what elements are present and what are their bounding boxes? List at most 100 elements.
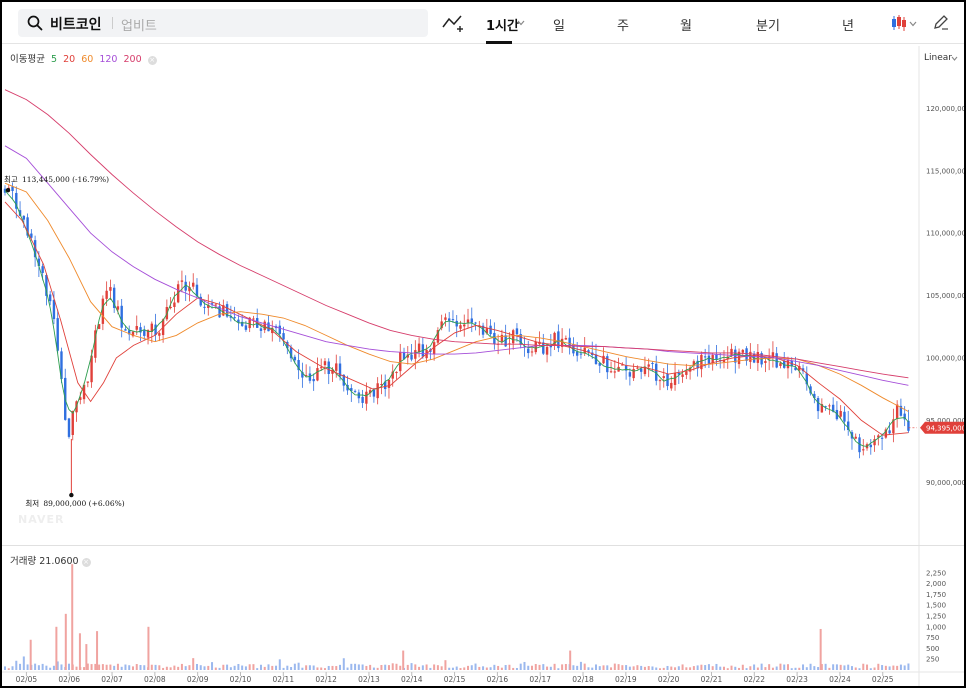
volume-bar (572, 665, 575, 670)
candle-body (831, 404, 835, 412)
candle-body (783, 360, 786, 368)
scale-mode-selector[interactable]: Linear (924, 53, 952, 63)
candle-body (692, 361, 696, 366)
volume-tick-label: 500 (926, 645, 939, 653)
tab-day[interactable]: 일 (553, 19, 565, 34)
candle-body (158, 333, 161, 336)
candle-body (560, 338, 564, 347)
candle-body (116, 306, 120, 310)
volume-bar (256, 668, 259, 670)
date-tick-label: 02/25 (872, 675, 894, 684)
candle-body (813, 393, 816, 398)
volume-bar (809, 663, 812, 670)
date-tick-label: 02/07 (101, 675, 123, 684)
date-axis: 02/05 02/06 02/07 02/08 02/09 02/10 02/11 02/12… (16, 672, 894, 684)
indicator-add-icon[interactable] (442, 13, 464, 33)
ma-legend-200: 200 (123, 54, 142, 65)
candle-body (90, 355, 93, 383)
price-tick-label: 95,000,000 (926, 417, 964, 425)
volume-bar (730, 665, 733, 670)
volume-bar (331, 665, 334, 670)
candle-body (112, 287, 116, 308)
volume-bar (271, 665, 274, 670)
volume-bar (640, 665, 643, 670)
candle-body (387, 379, 391, 388)
moving-average-ma200 (4, 89, 909, 379)
volume-bar (587, 667, 590, 670)
volume-bar (67, 663, 70, 670)
candlestick-icon[interactable] (890, 14, 908, 32)
volume-bar (790, 668, 793, 670)
candle-body (150, 323, 154, 332)
date-tick-label: 02/13 (358, 675, 380, 684)
volume-bar (218, 667, 221, 670)
volume-bar (519, 663, 522, 670)
candle-body (568, 337, 571, 347)
candle-body (26, 217, 29, 236)
volume-bar (643, 666, 646, 670)
volume-bar (131, 666, 134, 670)
pane-divider[interactable] (2, 545, 964, 546)
tab-year[interactable]: 년 (842, 19, 854, 34)
volume-tick-label: 2,000 (926, 580, 946, 588)
candle-body (146, 330, 150, 338)
pencil-icon[interactable] (933, 14, 949, 30)
volume-bar (854, 667, 857, 670)
volume-bar (722, 666, 725, 670)
volume-bar (293, 663, 296, 670)
moving-average-legend[interactable]: 이동평균 5 20 60 120 200 × (10, 51, 160, 65)
volume-bar (135, 664, 138, 670)
symbol-search-box[interactable]: 비트코인 업비트 (18, 9, 428, 37)
volume-bar (19, 663, 22, 670)
tab-quarter[interactable]: 분기 (756, 19, 780, 34)
volume-bar (508, 664, 511, 670)
candle-body (530, 351, 534, 353)
annotation-label: 최저 (25, 498, 39, 508)
ma-legend-60: 60 (81, 54, 94, 65)
volume-bar (764, 667, 767, 670)
candle-body (598, 362, 601, 366)
candle-body (320, 367, 323, 369)
ma-legend-title: 이동평균 (10, 54, 45, 65)
volume-bar (406, 664, 409, 670)
candle-body (361, 396, 364, 403)
volume-bar (463, 667, 466, 670)
volume-legend[interactable]: 거래량 21.0600 × (10, 553, 91, 567)
volume-bar (83, 667, 86, 670)
close-icon[interactable]: × (81, 558, 91, 567)
volume-bar (376, 667, 379, 670)
volume-bar (26, 664, 29, 670)
tab-week[interactable]: 주 (617, 19, 629, 34)
volume-bar (546, 666, 549, 670)
candle-body (210, 303, 214, 305)
date-tick-label: 02/10 (230, 675, 252, 684)
candle-body (22, 215, 26, 220)
candle-body (289, 347, 293, 359)
close-icon[interactable]: × (147, 56, 157, 65)
volume-bar (226, 664, 229, 670)
candle-body (120, 305, 123, 328)
volume-bar (741, 664, 744, 670)
tab-month[interactable]: 월 (680, 19, 692, 34)
volume-bar (553, 663, 556, 670)
candle-body (880, 437, 884, 439)
tab-1h[interactable]: 1시간 (486, 19, 519, 34)
volume-bar (839, 664, 842, 670)
chevron-down-icon[interactable] (951, 56, 958, 61)
candle-body (741, 349, 745, 353)
candle-body (651, 363, 654, 365)
volume-bar (621, 665, 624, 670)
chevron-down-icon[interactable] (517, 20, 525, 26)
date-tick-label: 02/20 (658, 675, 680, 684)
volume-bar (128, 665, 131, 670)
volume-bar (237, 663, 240, 670)
chevron-down-icon[interactable] (909, 21, 917, 27)
volume-bars (4, 564, 910, 670)
volume-bar (749, 666, 752, 670)
volume-bar (711, 666, 714, 670)
candle-body (444, 317, 447, 320)
ma-legend-20: 20 (63, 54, 76, 65)
date-tick-label: 02/17 (529, 675, 551, 684)
volume-bar (4, 666, 6, 670)
